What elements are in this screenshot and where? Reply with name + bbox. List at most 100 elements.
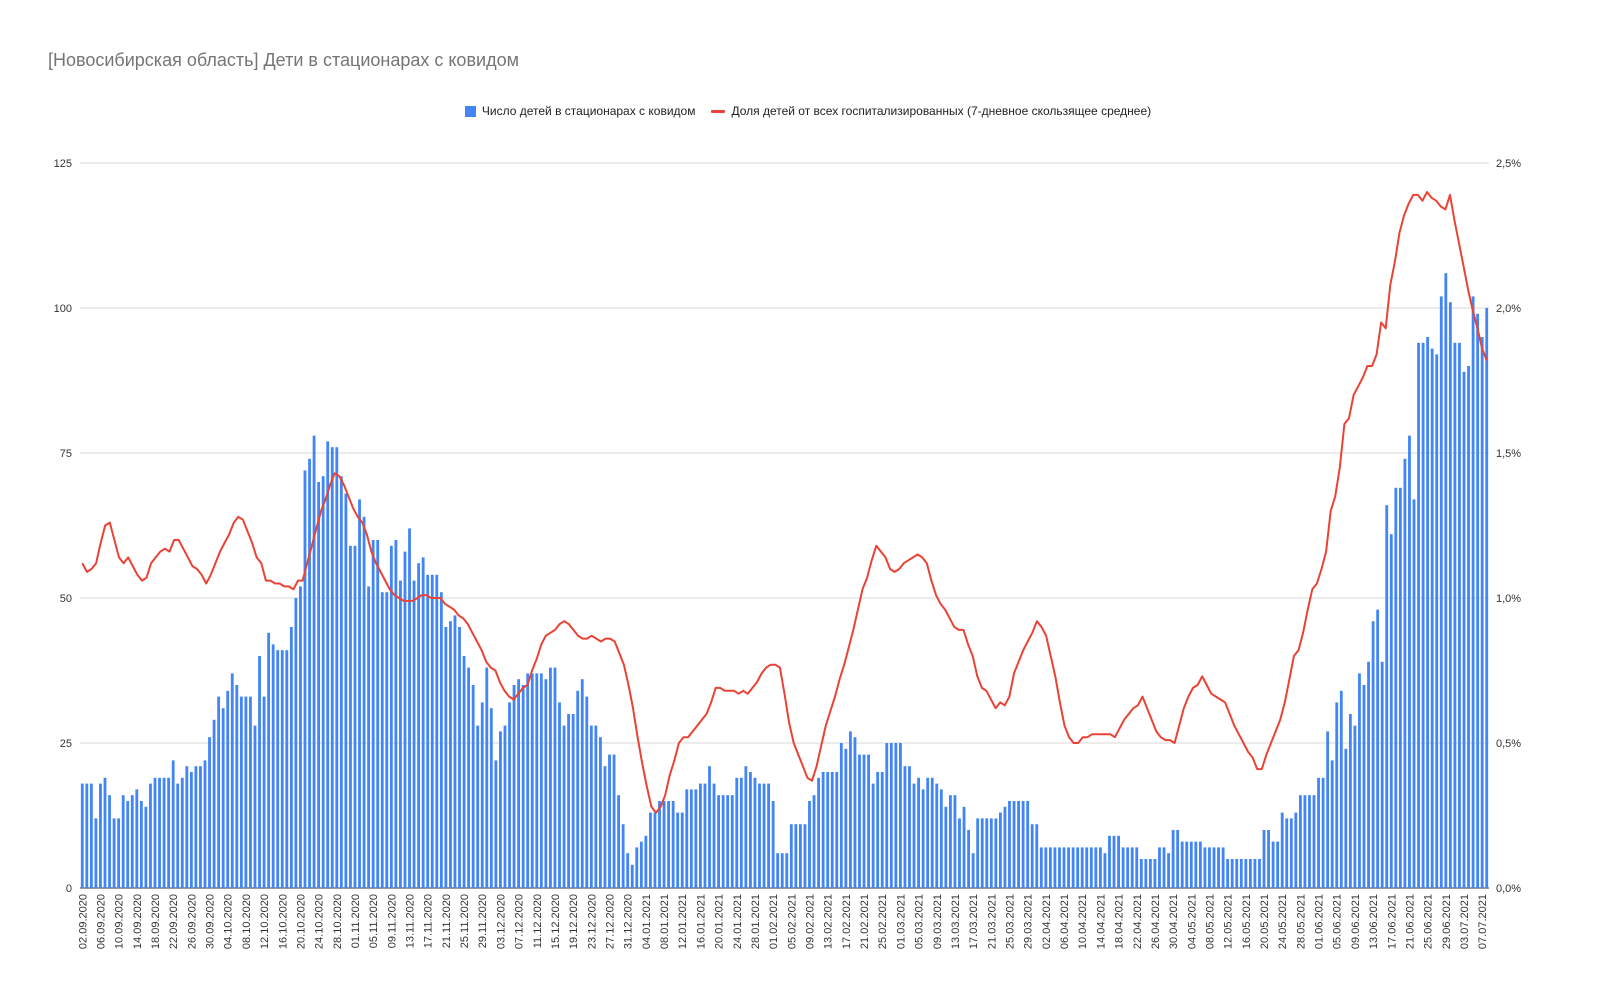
bar[interactable] — [939, 789, 943, 888]
bar[interactable] — [235, 685, 239, 888]
bar[interactable] — [1480, 337, 1484, 888]
bar[interactable] — [985, 818, 989, 888]
bar[interactable] — [1026, 801, 1030, 888]
bar[interactable] — [89, 783, 93, 888]
bar[interactable] — [953, 795, 957, 888]
bar[interactable] — [1130, 847, 1134, 888]
bar[interactable] — [726, 795, 730, 888]
bar[interactable] — [321, 476, 325, 888]
bar[interactable] — [1339, 690, 1343, 888]
bar[interactable] — [399, 580, 402, 888]
bar[interactable] — [367, 586, 371, 888]
bar[interactable] — [1112, 835, 1116, 888]
bar[interactable] — [317, 482, 321, 888]
legend-item-bars[interactable]: Число детей в стационарах с ковидом — [464, 104, 695, 118]
bar[interactable] — [658, 801, 661, 888]
bar[interactable] — [130, 795, 134, 888]
bar[interactable] — [1189, 841, 1193, 888]
bar[interactable] — [1380, 661, 1384, 888]
bar[interactable] — [1062, 847, 1066, 888]
bar[interactable] — [1226, 859, 1230, 888]
bar[interactable] — [1258, 859, 1261, 888]
bar[interactable] — [449, 621, 452, 888]
bar[interactable] — [467, 667, 471, 888]
bar[interactable] — [903, 766, 907, 888]
bar[interactable] — [908, 766, 911, 888]
bar[interactable] — [976, 818, 980, 888]
bar[interactable] — [444, 627, 448, 888]
bar[interactable] — [158, 777, 161, 888]
bar[interactable] — [1162, 847, 1166, 888]
bar[interactable] — [649, 812, 652, 888]
bar[interactable] — [1262, 830, 1266, 888]
bar[interactable] — [589, 725, 593, 888]
bar[interactable] — [1217, 847, 1220, 888]
bar[interactable] — [280, 650, 284, 888]
bar[interactable] — [112, 818, 116, 888]
bar[interactable] — [898, 743, 902, 888]
bar[interactable] — [221, 708, 225, 888]
bar[interactable] — [271, 644, 275, 888]
bar[interactable] — [1317, 777, 1320, 888]
bar[interactable] — [1117, 835, 1120, 888]
bar[interactable] — [121, 795, 125, 888]
bar[interactable] — [530, 673, 534, 888]
bar[interactable] — [539, 673, 543, 888]
bar[interactable] — [439, 592, 443, 888]
bar[interactable] — [1080, 847, 1084, 888]
bar[interactable] — [858, 754, 861, 888]
bar[interactable] — [1285, 818, 1289, 888]
bar[interactable] — [1094, 847, 1098, 888]
bar[interactable] — [94, 818, 98, 888]
bar[interactable] — [826, 772, 830, 888]
bar[interactable] — [1244, 859, 1248, 888]
bar[interactable] — [926, 777, 930, 888]
bar[interactable] — [1180, 841, 1184, 888]
bar[interactable] — [780, 853, 784, 888]
bar[interactable] — [817, 777, 820, 888]
bar[interactable] — [244, 696, 248, 888]
bar[interactable] — [117, 818, 121, 888]
bar[interactable] — [739, 777, 743, 888]
bar[interactable] — [503, 725, 507, 888]
bar[interactable] — [471, 685, 475, 888]
bar[interactable] — [126, 801, 130, 888]
bar[interactable] — [303, 470, 307, 888]
bar[interactable] — [749, 772, 752, 888]
bar[interactable] — [153, 777, 157, 888]
bar[interactable] — [353, 545, 357, 888]
bar[interactable] — [830, 772, 834, 888]
bar[interactable] — [630, 864, 634, 888]
bar[interactable] — [312, 435, 316, 888]
bar[interactable] — [1326, 731, 1330, 888]
bar[interactable] — [1203, 847, 1207, 888]
bar[interactable] — [753, 777, 757, 888]
bar[interactable] — [1471, 296, 1475, 888]
bar[interactable] — [921, 789, 925, 888]
bar[interactable] — [1308, 795, 1311, 888]
bar[interactable] — [1012, 801, 1016, 888]
bar[interactable] — [203, 760, 207, 888]
bar[interactable] — [735, 777, 739, 888]
bar[interactable] — [639, 841, 643, 888]
bar[interactable] — [217, 696, 221, 888]
bar[interactable] — [1358, 673, 1361, 888]
bar[interactable] — [1208, 847, 1211, 888]
bar[interactable] — [821, 772, 825, 888]
bar[interactable] — [476, 725, 480, 888]
bar[interactable] — [689, 789, 693, 888]
bar[interactable] — [230, 673, 234, 888]
bar[interactable] — [1176, 830, 1180, 888]
bar[interactable] — [1230, 859, 1234, 888]
bar[interactable] — [167, 777, 171, 888]
bar[interactable] — [917, 777, 920, 888]
bar[interactable] — [562, 725, 566, 888]
bar[interactable] — [194, 766, 198, 888]
bar[interactable] — [617, 795, 621, 888]
bar[interactable] — [171, 760, 175, 888]
legend-item-line[interactable]: Доля детей от всех госпитализированных (… — [711, 104, 1151, 118]
bar[interactable] — [176, 783, 180, 888]
bar[interactable] — [1330, 760, 1334, 888]
bar[interactable] — [671, 801, 675, 888]
bar[interactable] — [1348, 714, 1352, 888]
